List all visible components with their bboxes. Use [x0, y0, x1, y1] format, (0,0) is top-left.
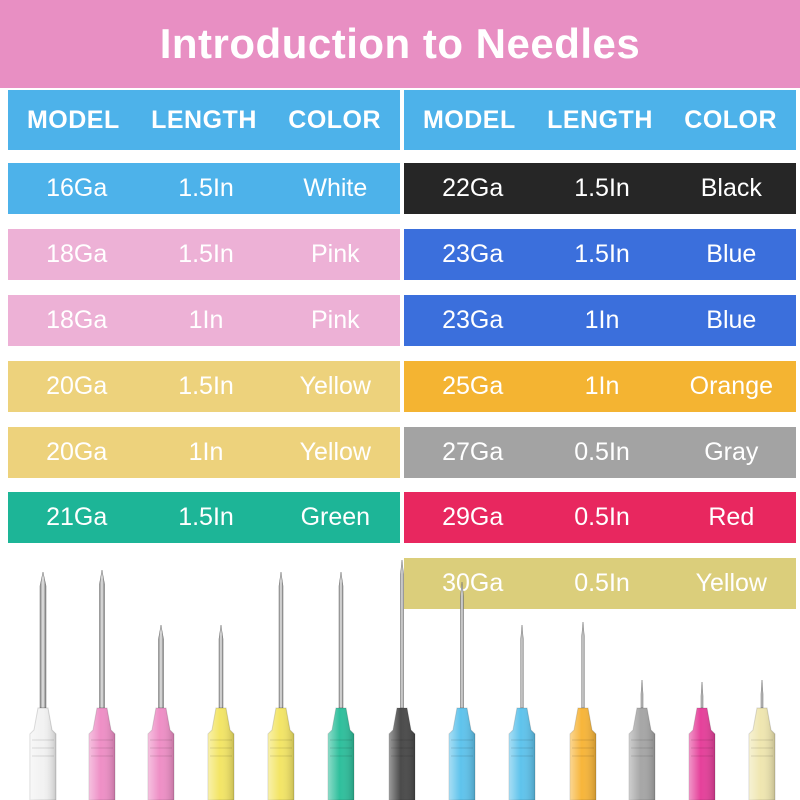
header-length: LENGTH — [547, 105, 653, 134]
cell-length: 0.5In — [574, 438, 630, 466]
header-length: LENGTH — [151, 105, 257, 134]
table-row: 23Ga 1In Blue — [404, 295, 796, 346]
cell-length: 1.5In — [178, 503, 234, 531]
cell-color: Green — [300, 503, 371, 531]
cell-length: 1.5In — [574, 174, 630, 202]
table-header: MODEL LENGTH COLOR — [404, 90, 796, 150]
cell-model: 16Ga — [46, 174, 108, 202]
needle — [88, 569, 116, 800]
table-row: 27Ga 0.5In Gray — [404, 427, 796, 478]
table-row: 18Ga 1.5In Pink — [8, 229, 400, 280]
cell-color: Pink — [311, 240, 360, 268]
header-model: MODEL — [26, 105, 120, 134]
table-row: 25Ga 1In Orange — [404, 361, 796, 412]
cell-model: 29Ga — [442, 503, 504, 531]
cell-length: 1.5In — [178, 372, 234, 400]
needle — [29, 571, 57, 800]
needle — [508, 624, 536, 800]
needle-illustration — [29, 560, 776, 800]
cell-length: 0.5In — [574, 503, 630, 531]
needle — [388, 560, 416, 800]
needle — [207, 624, 235, 800]
cell-model: 18Ga — [46, 306, 108, 334]
cell-length: 1In — [584, 372, 620, 400]
needle — [327, 571, 355, 800]
header-color: COLOR — [684, 105, 778, 134]
cell-length: 0.5In — [574, 569, 630, 597]
table-row: 16Ga 1.5In White — [8, 163, 400, 214]
cell-length: 1.5In — [178, 240, 234, 268]
cell-model: 18Ga — [46, 240, 108, 268]
table-row: 20Ga 1.5In Yellow — [8, 361, 400, 412]
table-row: 23Ga 1.5In Blue — [404, 229, 796, 280]
cell-color: Pink — [311, 306, 360, 334]
table-row: 30Ga 0.5In Yellow — [404, 558, 796, 609]
cell-length: 1In — [584, 306, 620, 334]
needle — [688, 681, 716, 800]
cell-model: 25Ga — [442, 372, 504, 400]
cell-length: 1In — [188, 438, 224, 466]
table-row: 22Ga 1.5In Black — [404, 163, 796, 214]
cell-model: 21Ga — [46, 503, 108, 531]
header-color: COLOR — [288, 105, 382, 134]
table-row: 18Ga 1In Pink — [8, 295, 400, 346]
cell-color: Orange — [689, 372, 774, 400]
cell-model: 22Ga — [442, 174, 504, 202]
page-title: Introduction to Needles — [159, 20, 641, 67]
cell-color: Blue — [706, 306, 757, 334]
cell-color: Yellow — [695, 569, 767, 597]
table-row: 29Ga 0.5In Red — [404, 492, 796, 543]
needle — [448, 581, 476, 800]
cell-model: 30Ga — [442, 569, 504, 597]
needle — [147, 624, 175, 800]
needle — [628, 679, 656, 800]
cell-color: Yellow — [299, 372, 371, 400]
cell-color: Yellow — [299, 438, 371, 466]
cell-model: 20Ga — [46, 438, 108, 466]
title-banner: Introduction to Needles — [0, 0, 800, 88]
cell-color: Blue — [706, 240, 757, 268]
table-header: MODEL LENGTH COLOR — [8, 90, 400, 150]
table-row: 21Ga 1.5In Green — [8, 492, 400, 543]
cell-model: 20Ga — [46, 372, 108, 400]
header-model: MODEL — [422, 105, 516, 134]
cell-color: Gray — [704, 438, 759, 466]
cell-model: 23Ga — [442, 306, 504, 334]
cell-color: Red — [708, 503, 755, 531]
cell-model: 27Ga — [442, 438, 504, 466]
table-row: 20Ga 1In Yellow — [8, 427, 400, 478]
cell-length: 1.5In — [574, 240, 630, 268]
needle — [267, 571, 295, 800]
cell-length: 1In — [188, 306, 224, 334]
cell-length: 1.5In — [178, 174, 234, 202]
needle — [569, 621, 597, 800]
cell-color: Black — [700, 174, 762, 202]
needle — [748, 679, 776, 800]
cell-color: White — [303, 174, 368, 202]
cell-model: 23Ga — [442, 240, 504, 268]
